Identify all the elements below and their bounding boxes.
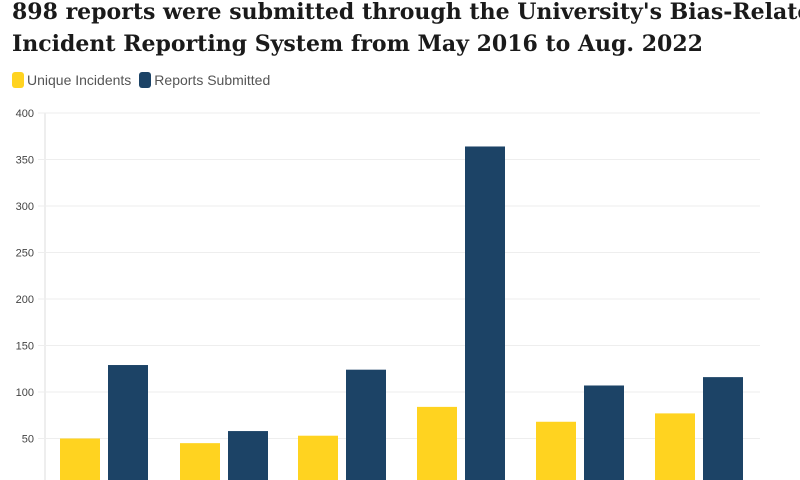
y-tick-label: 50 xyxy=(22,434,34,446)
bar-reports-submitted xyxy=(703,377,743,480)
title-line-2: Incident Reporting System from May 2016 … xyxy=(12,31,703,57)
bar-reports-submitted xyxy=(228,431,268,480)
legend: Unique Incidents Reports Submitted xyxy=(12,72,270,88)
bar-unique-incidents xyxy=(417,406,457,480)
y-tick-label: 150 xyxy=(16,341,34,353)
bar-reports-submitted xyxy=(465,146,505,480)
chart-title: 898 reports were submitted through the U… xyxy=(12,0,800,60)
legend-item-unique-incidents[interactable]: Unique Incidents xyxy=(12,72,131,88)
bar-reports-submitted xyxy=(108,365,148,480)
y-tick-label: 350 xyxy=(16,155,34,167)
y-tick-label: 250 xyxy=(16,248,34,260)
bar-unique-incidents xyxy=(655,413,695,480)
title-line-1: 898 reports were submitted through the U… xyxy=(12,0,800,25)
legend-label: Reports Submitted xyxy=(154,72,271,88)
y-tick-label: 400 xyxy=(16,108,34,120)
bar-unique-incidents xyxy=(536,421,576,480)
bar-reports-submitted xyxy=(346,369,386,480)
legend-item-reports-submitted[interactable]: Reports Submitted xyxy=(139,72,270,88)
legend-swatch xyxy=(12,72,24,88)
legend-label: Unique Incidents xyxy=(27,72,132,88)
bar-reports-submitted xyxy=(584,385,624,480)
bar-unique-incidents xyxy=(180,443,220,480)
bar-unique-incidents xyxy=(60,438,100,480)
y-tick-label: 200 xyxy=(16,294,34,306)
y-tick-label: 300 xyxy=(16,201,34,213)
bar-unique-incidents xyxy=(298,435,338,480)
y-tick-label: 100 xyxy=(16,387,34,399)
legend-swatch xyxy=(139,72,152,88)
